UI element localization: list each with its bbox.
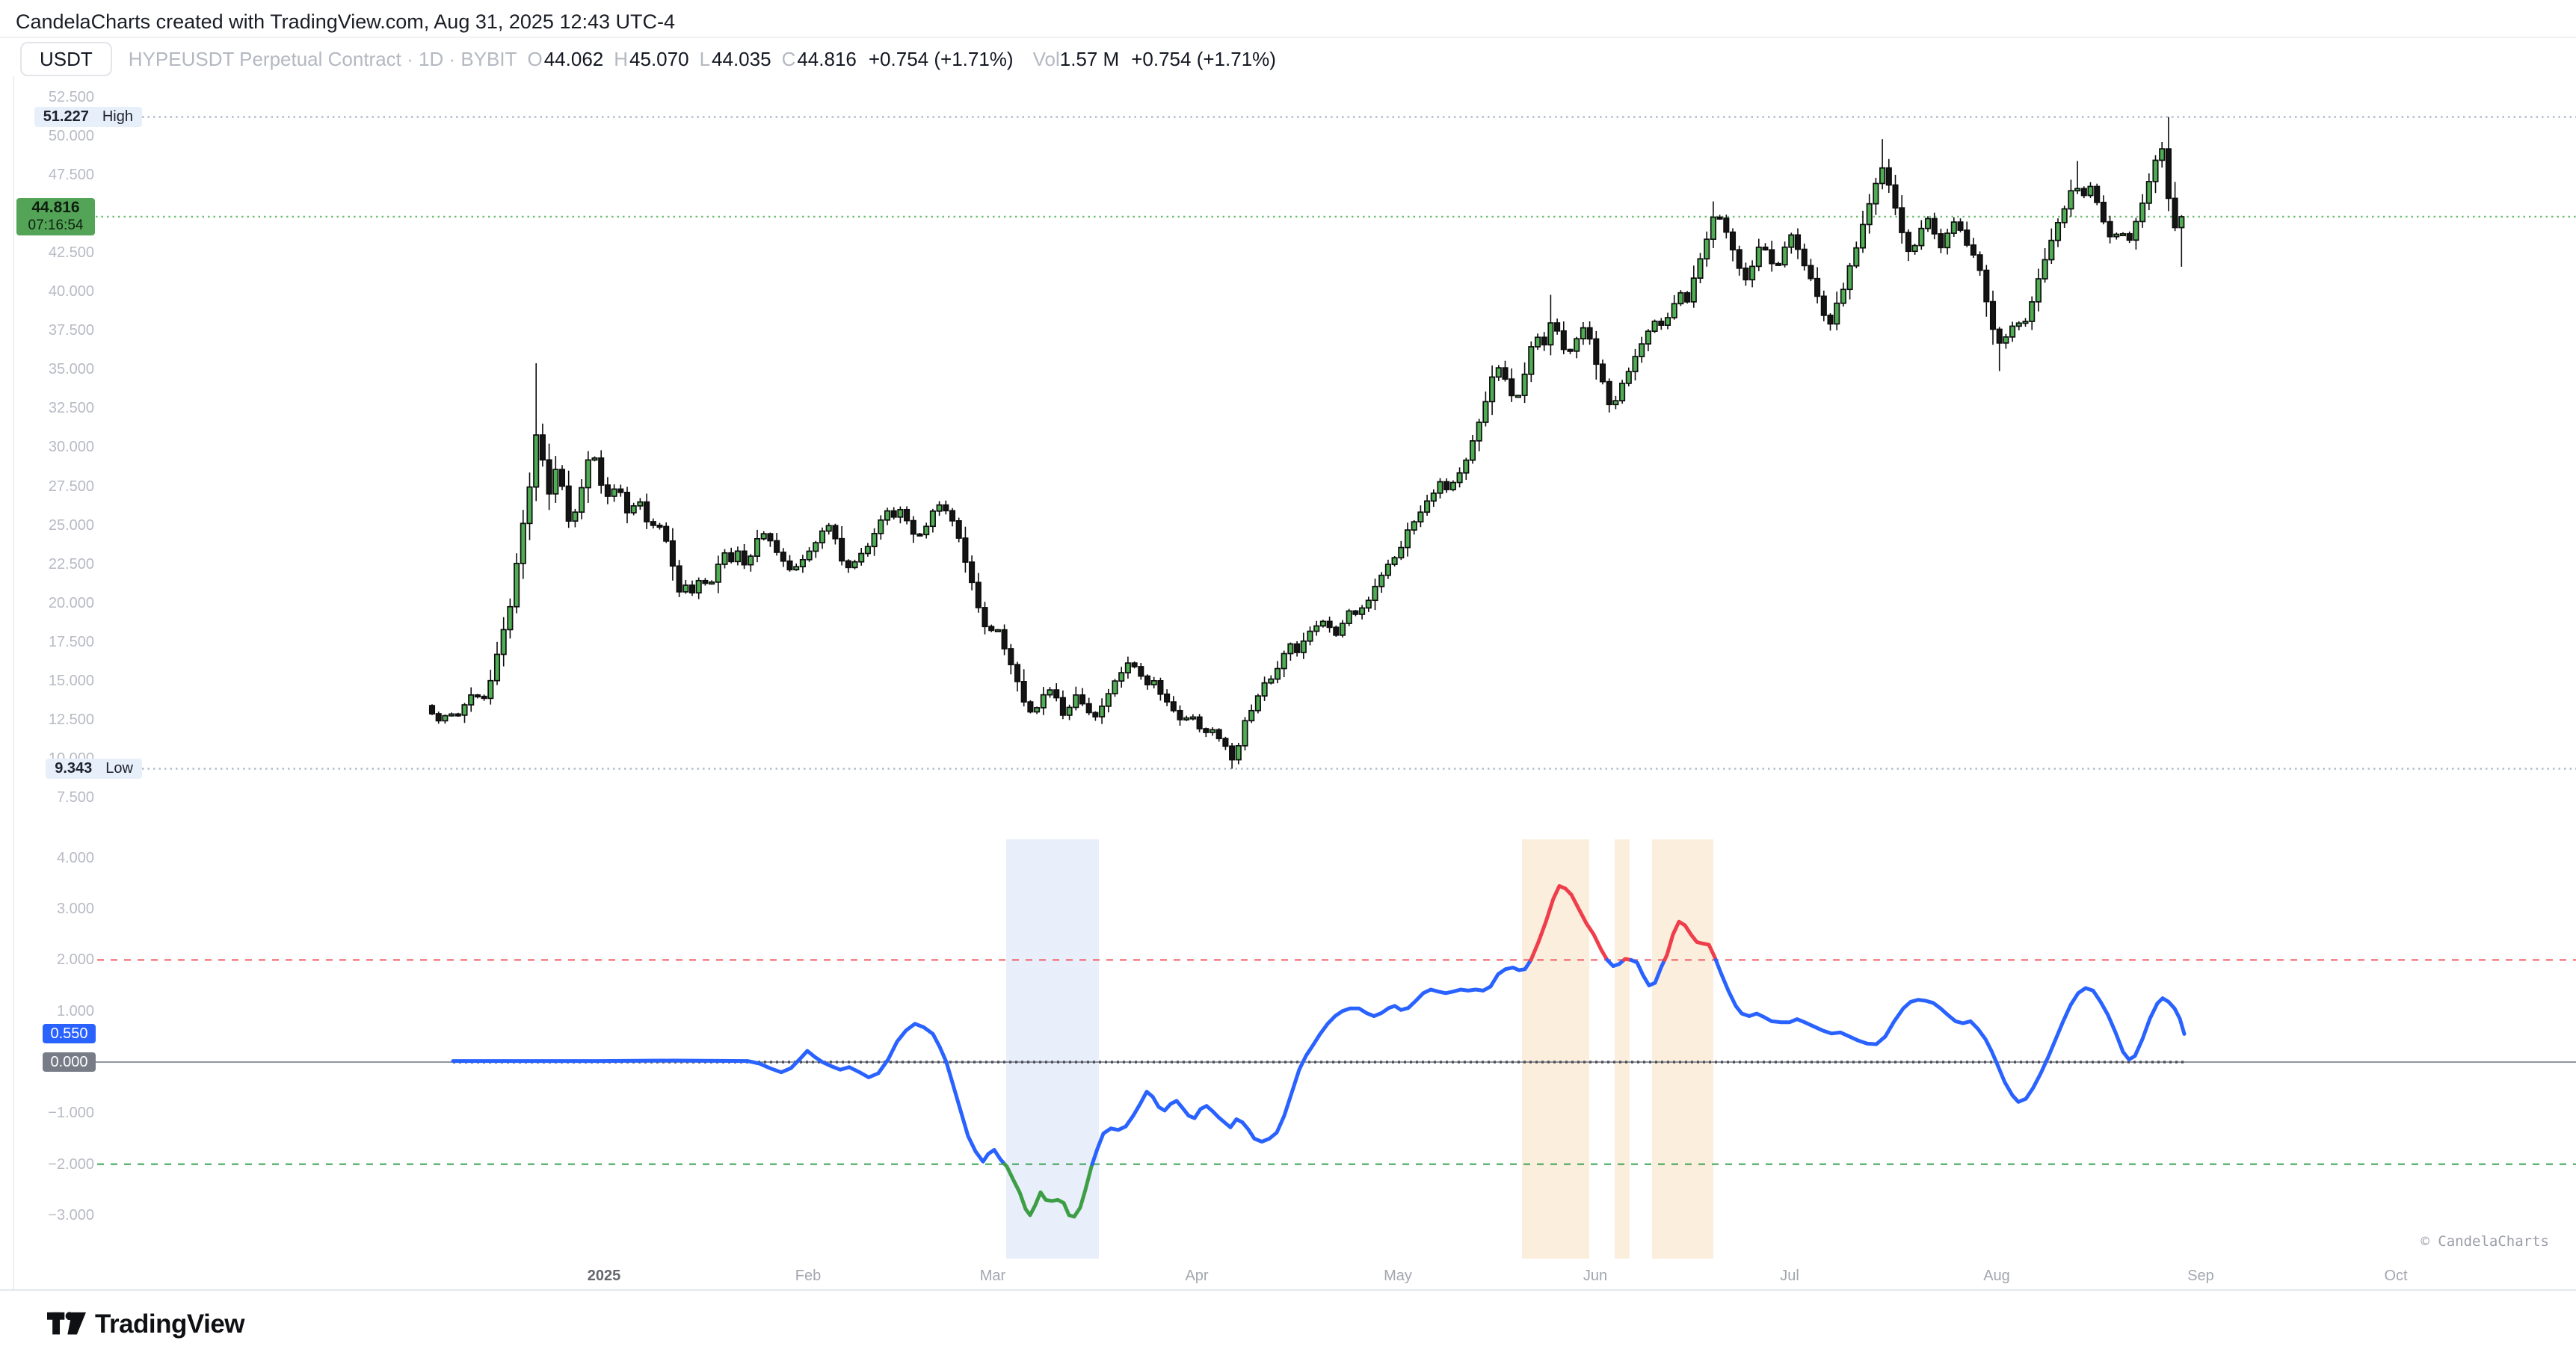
osc-axis-label: −1.000: [48, 1105, 94, 1122]
price-axis-label: 47.500: [48, 167, 94, 184]
volume-label: Vol: [1032, 47, 1060, 70]
time-axis-label: Jun: [1583, 1268, 1608, 1284]
time-axis-label: May: [1384, 1268, 1412, 1284]
price-axis-label: 22.500: [48, 555, 94, 573]
time-axis-label: Feb: [795, 1268, 822, 1284]
symbol-toolbar: USDT HYPEUSDT Perpetual Contract · 1D · …: [20, 42, 1276, 76]
oscillator-zero-badge: 0.000: [43, 1052, 96, 1072]
ohlc-low: L44.035: [699, 47, 771, 70]
osc-axis-label: 1.000: [56, 1002, 94, 1019]
osc-axis-label: 3.000: [56, 901, 94, 918]
time-axis-label: 2025: [587, 1268, 621, 1284]
price-axis-label: 30.000: [48, 439, 94, 456]
time-axis-label: Mar: [979, 1268, 1006, 1284]
volume-change: +0.754 (+1.71%): [1131, 47, 1276, 70]
price-axis-label: 50.000: [48, 128, 94, 145]
osc-axis-label: −2.000: [48, 1155, 94, 1173]
osc-axis-label: −3.000: [48, 1206, 94, 1223]
last-price-badge: 44.816 07:16:54: [16, 197, 95, 235]
bar-countdown: 07:16:54: [28, 217, 84, 233]
price-axis-label: 12.500: [48, 711, 94, 728]
price-axis-label: 7.500: [56, 789, 94, 806]
ohlc-open: O44.062: [527, 47, 604, 70]
tradingview-logo-icon: [47, 1312, 86, 1335]
price-axis-label: 40.000: [48, 283, 94, 300]
price-axis-label: 20.000: [48, 594, 94, 611]
osc-axis-label: 2.000: [56, 951, 94, 969]
osc-axis-label: 4.000: [56, 849, 94, 866]
price-change: +0.754 (+1.71%): [868, 47, 1014, 70]
page-title: CandelaCharts created with TradingView.c…: [16, 10, 676, 33]
ohlc-high: H45.070: [614, 47, 689, 70]
high-price-badge: 51.227 High: [34, 107, 142, 127]
price-axis-label: 17.500: [48, 633, 94, 650]
time-axis-label: Aug: [1983, 1268, 2010, 1284]
price-axis-label: 37.500: [48, 322, 94, 339]
ohlc-close: C44.816: [781, 47, 857, 70]
time-axis-label: Sep: [2187, 1268, 2214, 1284]
time-axis-label: Oct: [2384, 1268, 2408, 1284]
volume-value: 1.57 M: [1059, 47, 1120, 70]
time-axis-label: Apr: [1185, 1268, 1209, 1284]
price-axis-label: 25.000: [48, 516, 94, 534]
quote-currency-button[interactable]: USDT: [20, 42, 112, 76]
time-axis-label: Jul: [1780, 1268, 1799, 1284]
candelacharts-credit: © CandelaCharts: [2421, 1233, 2549, 1250]
oscillator-value-badge: 0.550: [43, 1024, 96, 1044]
tradingview-brand-text: TradingView: [95, 1309, 245, 1339]
tradingview-brand[interactable]: TradingView: [47, 1309, 245, 1339]
price-axis-label: 35.000: [48, 361, 94, 378]
symbol-description[interactable]: HYPEUSDT Perpetual Contract · 1D · BYBIT: [128, 47, 517, 70]
price-axis-label: 32.500: [48, 400, 94, 417]
header-divider: [0, 37, 2576, 38]
price-axis-label: 52.500: [48, 89, 94, 105]
price-axis-label: 27.500: [48, 478, 94, 495]
price-axis-label: 42.500: [48, 244, 94, 262]
price-axis-label: 15.000: [48, 672, 94, 689]
low-price-badge: 9.343 Low: [46, 759, 142, 780]
